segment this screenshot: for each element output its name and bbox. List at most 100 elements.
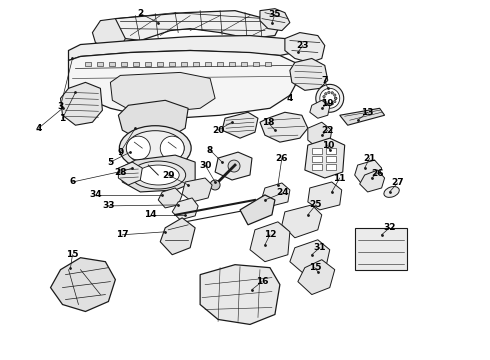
Polygon shape — [305, 138, 345, 178]
Polygon shape — [360, 170, 385, 192]
Circle shape — [316, 84, 343, 112]
Circle shape — [320, 88, 340, 108]
Polygon shape — [215, 152, 252, 180]
Circle shape — [323, 95, 325, 98]
Polygon shape — [110, 11, 280, 41]
Polygon shape — [119, 100, 188, 140]
Text: 24: 24 — [276, 188, 289, 197]
Circle shape — [126, 136, 150, 160]
Text: 4: 4 — [35, 124, 42, 133]
Text: 25: 25 — [310, 201, 322, 210]
Bar — [193, 62, 199, 67]
Bar — [85, 62, 92, 67]
Polygon shape — [308, 122, 332, 148]
Circle shape — [334, 94, 336, 96]
Text: 27: 27 — [391, 179, 404, 188]
Ellipse shape — [120, 126, 191, 171]
Text: 30: 30 — [199, 161, 211, 170]
Circle shape — [335, 97, 337, 99]
Text: 10: 10 — [321, 141, 334, 150]
Polygon shape — [340, 108, 385, 125]
Bar — [312, 148, 322, 154]
Polygon shape — [355, 160, 382, 184]
Text: 20: 20 — [212, 126, 224, 135]
Text: 18: 18 — [262, 118, 274, 127]
Circle shape — [228, 160, 240, 172]
Circle shape — [160, 136, 184, 160]
Bar — [205, 62, 211, 67]
Polygon shape — [250, 222, 290, 262]
Polygon shape — [290, 58, 328, 90]
Bar — [217, 62, 223, 67]
Text: 9: 9 — [117, 148, 123, 157]
Circle shape — [328, 103, 330, 105]
Polygon shape — [93, 19, 125, 50]
Text: 7: 7 — [321, 76, 328, 85]
Text: 1: 1 — [59, 114, 66, 123]
Bar — [312, 164, 322, 170]
Polygon shape — [310, 100, 330, 118]
Bar — [109, 62, 115, 67]
Text: 8: 8 — [207, 145, 213, 154]
Bar — [98, 62, 103, 67]
Ellipse shape — [137, 165, 179, 185]
Text: 3: 3 — [57, 102, 64, 111]
Circle shape — [331, 92, 333, 94]
Polygon shape — [61, 82, 102, 125]
Polygon shape — [160, 218, 195, 255]
Text: 11: 11 — [334, 174, 346, 183]
Bar — [122, 62, 127, 67]
Polygon shape — [260, 9, 290, 31]
Bar — [157, 62, 163, 67]
Circle shape — [331, 103, 333, 105]
Bar — [229, 62, 235, 67]
Bar — [326, 164, 336, 170]
Polygon shape — [119, 162, 142, 185]
Text: 26: 26 — [276, 154, 288, 163]
Bar — [181, 62, 187, 67]
Polygon shape — [282, 205, 322, 238]
Bar — [326, 148, 336, 154]
Text: 2: 2 — [137, 9, 144, 18]
Text: 22: 22 — [321, 126, 334, 135]
Text: 15: 15 — [309, 263, 321, 272]
Polygon shape — [110, 72, 215, 112]
Polygon shape — [172, 198, 198, 220]
Text: 29: 29 — [162, 171, 174, 180]
Ellipse shape — [126, 131, 184, 166]
Polygon shape — [50, 258, 115, 311]
Bar — [169, 62, 175, 67]
Polygon shape — [298, 260, 335, 294]
Circle shape — [325, 93, 327, 95]
Polygon shape — [222, 112, 258, 138]
Text: 21: 21 — [364, 154, 376, 163]
Text: 35: 35 — [269, 10, 281, 19]
Text: 12: 12 — [264, 230, 276, 239]
Bar — [326, 156, 336, 162]
Text: 16: 16 — [256, 277, 268, 286]
Polygon shape — [308, 182, 342, 210]
Bar — [133, 62, 139, 67]
Text: 34: 34 — [89, 190, 102, 199]
Circle shape — [335, 97, 337, 99]
Ellipse shape — [131, 161, 186, 189]
Polygon shape — [260, 112, 308, 142]
Text: 28: 28 — [114, 167, 126, 176]
Text: 5: 5 — [107, 158, 114, 167]
Circle shape — [210, 180, 220, 190]
Polygon shape — [69, 36, 295, 60]
Text: 13: 13 — [362, 108, 374, 117]
Circle shape — [325, 102, 327, 104]
Text: 32: 32 — [383, 223, 396, 232]
Polygon shape — [121, 155, 195, 192]
Text: 31: 31 — [314, 243, 326, 252]
Text: 26: 26 — [371, 168, 384, 177]
Text: 4: 4 — [287, 94, 293, 103]
Text: 6: 6 — [70, 177, 75, 186]
Circle shape — [328, 91, 330, 94]
Polygon shape — [285, 32, 325, 62]
Polygon shape — [69, 50, 298, 118]
Bar — [312, 156, 322, 162]
Text: 19: 19 — [321, 99, 334, 108]
Text: 15: 15 — [66, 250, 79, 259]
